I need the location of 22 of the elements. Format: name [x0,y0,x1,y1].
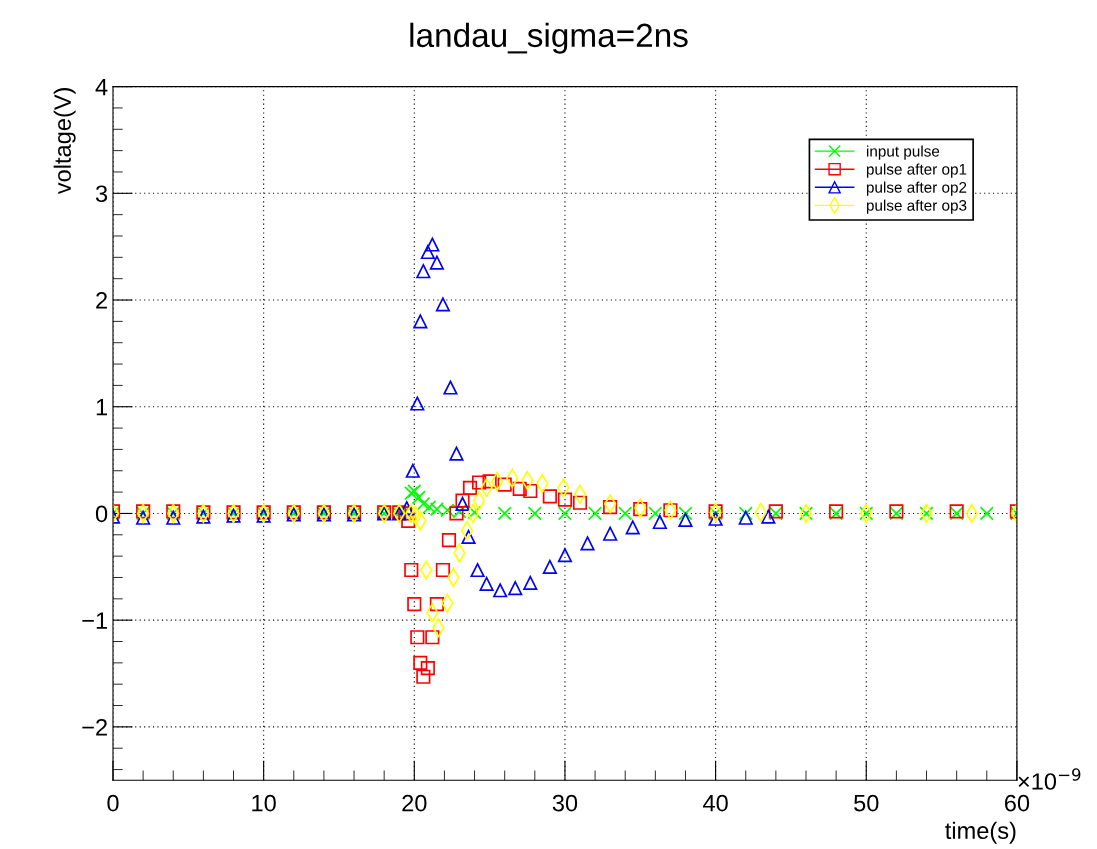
y-tick-label: −2 [82,718,107,736]
y-tick-label: 1 [96,399,107,416]
y-tick-label: −1 [82,612,107,629]
x-tick-label: 50 [854,794,879,812]
x-axis-title: time(s) [945,821,1016,844]
x-tick-label: 30 [552,794,578,812]
text: ×10$^{−9}$ [1018,768,1081,790]
x-tick-label: 20 [402,794,427,812]
x-tick-label: 60 [1004,794,1030,812]
y-axis-title: voltage(V) [53,88,76,195]
x-tick-label: 0 [107,794,119,812]
y-tick-label: 2 [96,292,107,309]
legend-label: input pulse [866,145,940,160]
y-tick-label: 0 [95,505,108,523]
chart-title: landau_sigma=2ns [410,22,688,54]
legend-label: pulse after op2 [866,181,967,196]
x-tick-label: 40 [703,794,728,812]
y-tick-label: 3 [95,185,108,203]
legend-label: pulse after op1 [866,163,967,178]
legend-label: pulse after op3 [866,199,967,214]
x-tick-label: 10 [252,794,276,812]
y-tick-label: 4 [95,78,108,96]
